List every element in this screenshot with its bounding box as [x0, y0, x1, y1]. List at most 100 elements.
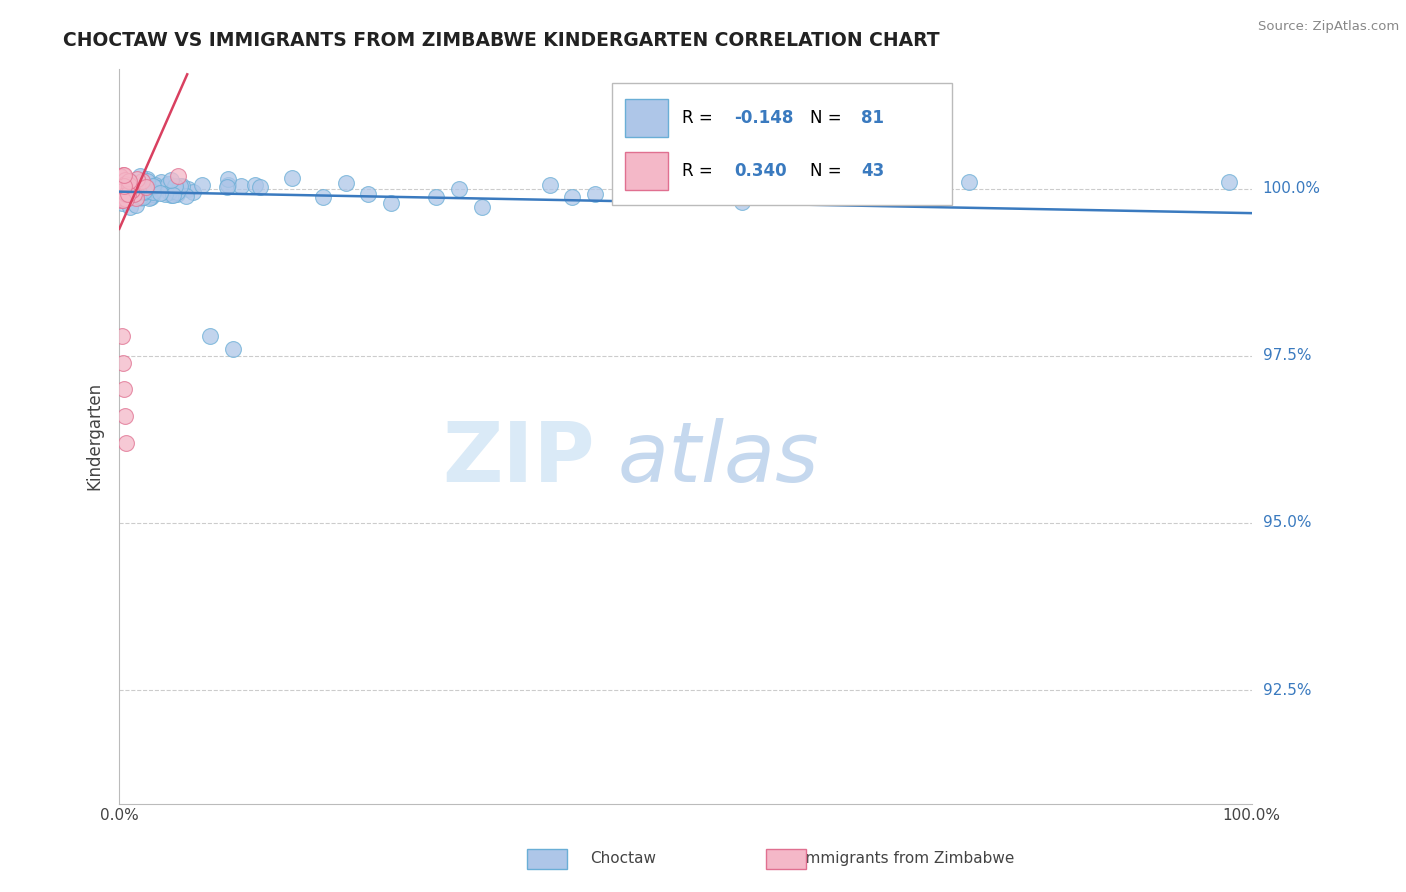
Point	[335, 176, 357, 190]
Point	[112, 194, 135, 208]
Point	[134, 181, 156, 195]
Point	[447, 182, 470, 196]
Point	[139, 189, 162, 203]
Point	[149, 186, 172, 200]
Point	[312, 190, 335, 204]
Point	[167, 169, 190, 183]
Text: Choctaw: Choctaw	[591, 851, 657, 865]
Point	[118, 178, 141, 192]
Point	[380, 195, 402, 210]
Point	[112, 191, 135, 205]
FancyBboxPatch shape	[612, 83, 952, 204]
Point	[115, 185, 138, 199]
Point	[117, 174, 139, 188]
Point	[957, 175, 980, 189]
Point	[112, 185, 135, 199]
Point	[112, 169, 135, 183]
Point	[132, 184, 155, 198]
Point	[425, 190, 447, 204]
Point	[162, 188, 184, 202]
Point	[111, 196, 134, 211]
Point	[111, 188, 134, 202]
Point	[115, 186, 138, 201]
Point	[136, 184, 159, 198]
Point	[471, 200, 494, 214]
Point	[229, 179, 252, 194]
Point	[156, 177, 179, 191]
Point	[125, 186, 148, 200]
Point	[114, 409, 136, 423]
Point	[129, 191, 152, 205]
Point	[135, 179, 157, 194]
Point	[112, 382, 135, 396]
Text: Immigrants from Zimbabwe: Immigrants from Zimbabwe	[801, 851, 1015, 865]
Point	[108, 170, 131, 185]
Point	[169, 179, 191, 194]
Point	[181, 186, 204, 200]
Point	[134, 185, 156, 199]
Point	[120, 200, 142, 214]
Text: ZIP: ZIP	[443, 417, 595, 499]
Bar	[626, 152, 668, 190]
Text: R =: R =	[682, 109, 718, 127]
Point	[136, 180, 159, 194]
Point	[114, 184, 136, 198]
Point	[122, 187, 145, 202]
Point	[215, 180, 238, 194]
Text: 100.0%: 100.0%	[1263, 181, 1320, 196]
Text: 0.340: 0.340	[734, 161, 787, 179]
Point	[243, 178, 266, 192]
Bar	[626, 99, 668, 136]
Point	[111, 173, 134, 187]
Point	[146, 181, 169, 195]
Point	[114, 173, 136, 187]
Point	[249, 180, 271, 194]
Point	[114, 178, 136, 192]
Point	[142, 178, 165, 193]
Point	[166, 186, 188, 201]
Text: 97.5%: 97.5%	[1263, 349, 1312, 363]
Point	[217, 172, 239, 186]
Point	[120, 184, 142, 198]
Point	[129, 177, 152, 191]
Point	[110, 191, 132, 205]
Point	[129, 189, 152, 203]
Point	[160, 173, 183, 187]
Point	[132, 190, 155, 204]
Point	[357, 186, 380, 201]
Point	[128, 179, 150, 194]
Point	[143, 178, 166, 192]
Point	[165, 178, 187, 193]
Point	[108, 169, 131, 183]
Text: 92.5%: 92.5%	[1263, 682, 1312, 698]
Point	[281, 170, 304, 185]
Point	[153, 186, 176, 201]
Point	[110, 180, 132, 194]
Point	[166, 185, 188, 199]
Point	[561, 190, 583, 204]
Text: -0.148: -0.148	[734, 109, 793, 127]
Point	[111, 182, 134, 196]
Point	[122, 186, 145, 201]
Text: 95.0%: 95.0%	[1263, 516, 1312, 531]
Point	[129, 169, 152, 183]
Point	[111, 186, 134, 201]
Point	[110, 180, 132, 194]
Point	[143, 184, 166, 198]
Point	[110, 184, 132, 198]
Point	[117, 178, 139, 193]
Point	[122, 190, 145, 204]
Point	[159, 187, 181, 202]
Point	[108, 180, 131, 194]
Point	[174, 189, 197, 203]
Text: N =: N =	[810, 161, 846, 179]
Point	[110, 180, 132, 194]
Text: N =: N =	[810, 109, 846, 127]
Point	[112, 179, 135, 194]
Point	[110, 193, 132, 207]
Point	[125, 198, 148, 212]
Point	[172, 178, 194, 193]
Point	[157, 186, 180, 200]
Point	[221, 342, 243, 356]
Point	[131, 174, 153, 188]
